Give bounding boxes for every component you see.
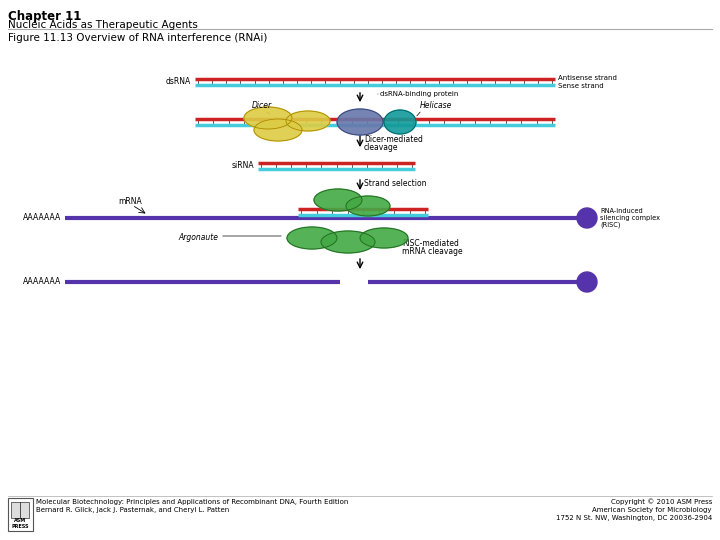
Text: Antisense strand: Antisense strand [558, 75, 617, 81]
Text: dsRNA: dsRNA [166, 77, 191, 85]
Text: Sense strand: Sense strand [558, 83, 603, 89]
Text: Figure 11.13 Overview of RNA interference (RNAi): Figure 11.13 Overview of RNA interferenc… [8, 33, 267, 43]
Text: American Society for Microbiology: American Society for Microbiology [593, 507, 712, 513]
Ellipse shape [337, 109, 383, 135]
Ellipse shape [287, 227, 337, 249]
Text: Chapter 11: Chapter 11 [8, 10, 81, 23]
Ellipse shape [254, 119, 302, 141]
Ellipse shape [384, 110, 416, 134]
Ellipse shape [244, 107, 292, 129]
Text: Helicase: Helicase [420, 101, 452, 110]
Text: (RISC): (RISC) [600, 222, 621, 228]
Circle shape [577, 272, 597, 292]
Text: Strand selection: Strand selection [364, 179, 426, 188]
Ellipse shape [346, 196, 390, 216]
Text: dsRNA-binding protein: dsRNA-binding protein [380, 91, 459, 97]
Text: Bernard R. Glick, Jack J. Pasternak, and Cheryl L. Patten: Bernard R. Glick, Jack J. Pasternak, and… [36, 507, 229, 513]
Text: Dicer: Dicer [252, 101, 272, 110]
Text: ASM: ASM [14, 518, 26, 523]
Text: mRNA: mRNA [118, 198, 142, 206]
Text: AAAAAAA: AAAAAAA [23, 213, 61, 222]
Text: silencing complex: silencing complex [600, 215, 660, 221]
FancyBboxPatch shape [7, 497, 32, 530]
Text: Nucleic Acids as Therapeutic Agents: Nucleic Acids as Therapeutic Agents [8, 20, 198, 30]
Ellipse shape [360, 228, 408, 248]
Text: siRNA: siRNA [231, 160, 254, 170]
Text: Molecular Biotechnology: Principles and Applications of Recombinant DNA, Fourth : Molecular Biotechnology: Principles and … [36, 499, 348, 505]
Ellipse shape [286, 111, 330, 131]
Text: RNA-induced: RNA-induced [600, 208, 643, 214]
Ellipse shape [321, 231, 375, 253]
Circle shape [577, 208, 597, 228]
Text: Copyright © 2010 ASM Press: Copyright © 2010 ASM Press [611, 498, 712, 505]
FancyBboxPatch shape [11, 502, 29, 518]
Text: 1752 N St. NW, Washington, DC 20036-2904: 1752 N St. NW, Washington, DC 20036-2904 [556, 515, 712, 521]
Text: RISC-mediated: RISC-mediated [402, 240, 459, 248]
Ellipse shape [314, 189, 362, 211]
Text: AAAAAAA: AAAAAAA [23, 278, 61, 287]
Text: Argonaute: Argonaute [178, 233, 218, 242]
Text: cleavage: cleavage [364, 144, 398, 152]
Text: mRNA cleavage: mRNA cleavage [402, 247, 463, 256]
Text: Dicer-mediated: Dicer-mediated [364, 136, 423, 145]
Text: PRESS: PRESS [12, 523, 29, 529]
